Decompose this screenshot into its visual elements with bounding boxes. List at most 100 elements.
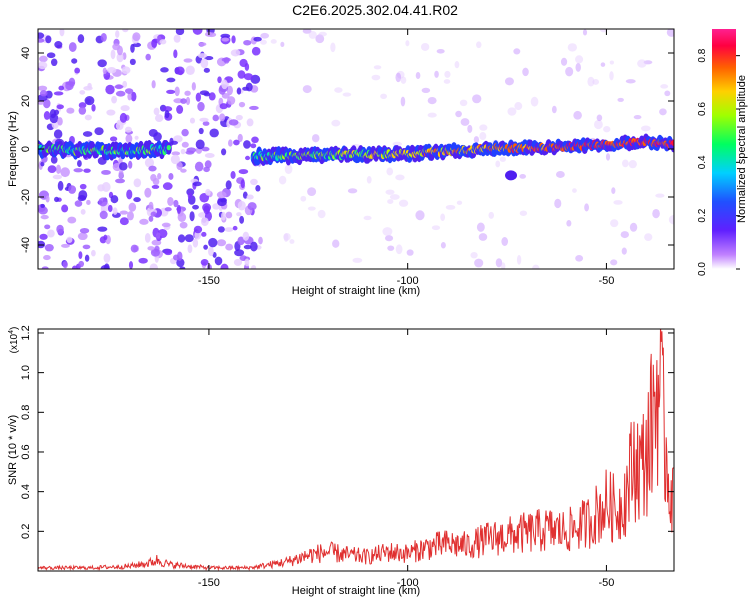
spectrogram-cell bbox=[226, 85, 233, 96]
spectrogram-cell bbox=[174, 86, 180, 97]
spectrogram-cell bbox=[38, 61, 48, 70]
spectrogram-cell bbox=[44, 224, 51, 230]
spectrogram-cell bbox=[127, 92, 132, 101]
spectrogram-cell bbox=[83, 168, 91, 173]
spectrogram-cell bbox=[567, 43, 578, 52]
colorbar-tick-label: 0.8 bbox=[697, 48, 708, 62]
snr-scale-base: (x10 bbox=[9, 333, 20, 353]
spectrogram-cell bbox=[363, 215, 372, 221]
spectrogram-cell bbox=[455, 110, 462, 118]
snr-scale-exponent: 4 bbox=[8, 330, 15, 334]
spectrogram-cell bbox=[660, 84, 669, 89]
spectrogram-cell bbox=[157, 173, 162, 180]
spectrogram-cell bbox=[175, 66, 185, 75]
spectrogram-cell bbox=[73, 168, 84, 173]
spectrogram-cell bbox=[236, 212, 242, 217]
spectrogram-cell bbox=[532, 264, 540, 269]
spectrogram-cell bbox=[132, 32, 141, 42]
spectrogram-cell bbox=[57, 117, 63, 126]
spectrogram-cell bbox=[41, 266, 49, 269]
spectrogram-cell bbox=[84, 96, 95, 106]
spectrogram-cell bbox=[43, 98, 51, 109]
spectrogram-cell bbox=[258, 236, 263, 245]
spectrogram-cell bbox=[387, 245, 395, 251]
spectrogram-cell bbox=[39, 233, 48, 240]
spectrogram-cell bbox=[318, 31, 327, 37]
spectrogram-cell bbox=[53, 91, 64, 96]
spectrogram-cell bbox=[470, 251, 478, 259]
spectrogram-cell bbox=[467, 124, 473, 133]
spectrogram-cell bbox=[500, 262, 506, 269]
spectrogram-cell bbox=[150, 211, 157, 217]
spectrogram-cell bbox=[239, 215, 245, 224]
spectrogram-cell bbox=[173, 135, 183, 143]
spectrogram-cell bbox=[164, 249, 173, 256]
spectrogram-cell bbox=[99, 210, 108, 220]
spectrogram-cell bbox=[105, 84, 115, 95]
spectrogram-cell bbox=[235, 114, 243, 121]
spectrogram-cell bbox=[474, 258, 484, 268]
spectrogram-cell bbox=[242, 86, 250, 91]
spectrogram-cell bbox=[107, 204, 113, 213]
spectrogram-cell bbox=[40, 203, 45, 208]
spectrogram-cell bbox=[80, 208, 86, 215]
spectrogram-cell bbox=[207, 32, 217, 38]
spectrogram-cell bbox=[115, 30, 120, 38]
spectrogram-cell bbox=[200, 259, 209, 266]
spectrogram-cell bbox=[317, 209, 326, 219]
spectrogram-cell bbox=[97, 184, 105, 192]
spectrogram-cell bbox=[405, 40, 410, 47]
spectrogram-cell bbox=[221, 57, 231, 62]
spectrogram-cell bbox=[40, 161, 45, 167]
spectrogram-cell bbox=[97, 59, 107, 68]
spectrogram-cell bbox=[86, 199, 91, 205]
spectrogram-cell bbox=[228, 119, 239, 126]
spectrogram-cell bbox=[204, 160, 212, 169]
spectrogram-cell bbox=[460, 118, 470, 126]
spectrogram-cell bbox=[499, 156, 507, 162]
spectrogram-cell bbox=[58, 85, 65, 91]
spectrogram-cell bbox=[47, 165, 57, 173]
spectrogram-cell bbox=[209, 128, 219, 138]
spectrogram-cell bbox=[514, 102, 523, 111]
x-tick-label: -50 bbox=[598, 275, 614, 287]
spectrogram-cell bbox=[253, 36, 262, 42]
spectrogram-cell bbox=[204, 153, 215, 158]
spectrogram-cell bbox=[582, 29, 588, 36]
spectrogram-cell bbox=[66, 236, 73, 243]
spectrogram-cell bbox=[244, 63, 250, 71]
spectrogram-cell bbox=[100, 265, 110, 269]
snr-scale-label: (x104) bbox=[8, 327, 20, 354]
spectrogram-cell bbox=[243, 73, 254, 81]
spectrogram-cell bbox=[640, 125, 651, 132]
spectrogram-cell bbox=[237, 70, 246, 79]
y-tick-label: 20 bbox=[20, 95, 32, 107]
spectrogram-cell bbox=[144, 157, 155, 168]
spectrogram-cell bbox=[637, 59, 647, 68]
spectrogram-cell bbox=[126, 189, 133, 200]
spectrogram-cell bbox=[179, 266, 186, 269]
spectrogram-cell bbox=[444, 70, 451, 78]
spectrogram-cell bbox=[671, 139, 674, 147]
spectrogram-cell bbox=[613, 200, 623, 205]
spectrogram-cell bbox=[283, 233, 291, 241]
spectrogram-cell bbox=[234, 249, 245, 257]
spectrogram-cell bbox=[57, 180, 64, 191]
spectrogram-cell bbox=[173, 254, 180, 261]
spectrogram-cell bbox=[380, 93, 388, 99]
spectrogram-cell bbox=[68, 42, 77, 52]
spectrogram-cell bbox=[49, 113, 59, 124]
spectrogram-cell bbox=[198, 127, 204, 135]
spectrogram-cell bbox=[177, 234, 186, 243]
colorbar-label: Normalized spectral amplitude bbox=[736, 75, 748, 223]
spectrogram-cell bbox=[233, 258, 243, 266]
spectrogram-cell bbox=[270, 39, 277, 44]
spectrogram-cell bbox=[39, 90, 48, 97]
spectrogram-cell bbox=[38, 32, 45, 39]
spectrogram-cell bbox=[192, 204, 199, 210]
spectrogram-cell bbox=[203, 244, 208, 250]
spectrogram-cell bbox=[97, 226, 108, 232]
spectrogram-cell bbox=[145, 53, 151, 61]
spectrogram-cell bbox=[307, 187, 317, 196]
